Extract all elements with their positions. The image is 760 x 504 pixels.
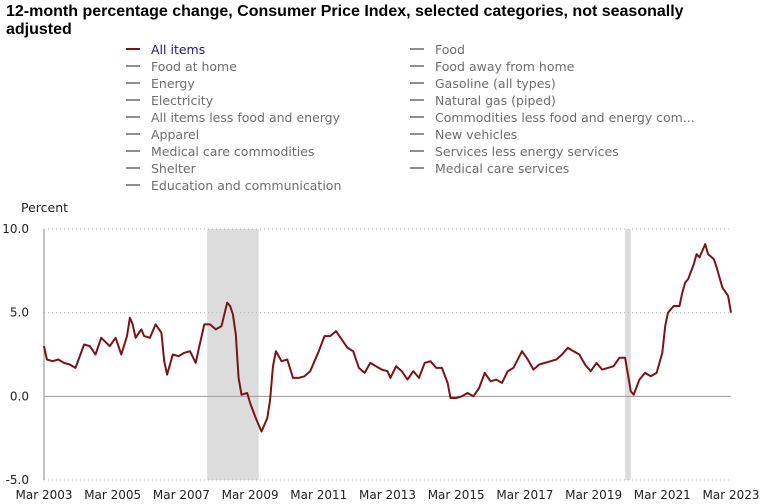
x-tick-label: Mar 2007 — [153, 488, 210, 502]
legend-swatch — [126, 133, 140, 135]
legend-item-new-vehicles[interactable]: New vehicles — [410, 126, 517, 142]
legend-item-apparel[interactable]: Apparel — [126, 126, 199, 142]
legend-label: All items — [151, 41, 206, 57]
legend-label: Energy — [151, 75, 195, 91]
x-tick-label: Mar 2019 — [565, 488, 622, 502]
legend-swatch — [410, 116, 424, 118]
legend-label: Services less energy services — [435, 143, 619, 159]
legend-swatch — [410, 82, 424, 84]
legend-item-natural-gas[interactable]: Natural gas (piped) — [410, 92, 556, 108]
legend-swatch — [126, 184, 140, 186]
recession-shade — [207, 229, 259, 480]
y-tick-label: 5.0 — [10, 306, 29, 320]
legend-label: Education and communication — [151, 177, 342, 193]
legend-item-food-at-home[interactable]: Food at home — [126, 58, 237, 74]
x-tick-label: Mar 2013 — [359, 488, 416, 502]
legend-label: Electricity — [151, 92, 214, 108]
legend-label: Shelter — [151, 160, 196, 176]
y-tick-label: 10.0 — [2, 222, 29, 236]
legend-label: Medical care services — [435, 160, 570, 176]
y-axis-label: Percent — [21, 200, 69, 215]
legend-label: New vehicles — [435, 126, 518, 142]
x-tick-label: Mar 2021 — [634, 488, 691, 502]
legend-item-food-away[interactable]: Food away from home — [410, 58, 574, 74]
legend-item-education[interactable]: Education and communication — [126, 177, 341, 193]
x-tick-label: Mar 2005 — [84, 488, 141, 502]
legend-swatch — [126, 116, 140, 118]
legend-item-energy[interactable]: Energy — [126, 75, 195, 91]
legend-swatch — [126, 167, 140, 169]
legend-item-shelter[interactable]: Shelter — [126, 160, 196, 176]
x-tick-label: Mar 2011 — [290, 488, 347, 502]
legend-swatch — [410, 167, 424, 169]
x-tick-label: Mar 2015 — [428, 488, 485, 502]
y-tick-label: 0.0 — [10, 389, 29, 403]
legend-label: Apparel — [151, 126, 200, 142]
legend-item-medical-commodities[interactable]: Medical care commodities — [126, 143, 314, 159]
legend-swatch — [126, 150, 140, 152]
legend-label: Food at home — [151, 58, 237, 74]
legend-label: Gasoline (all types) — [435, 75, 556, 91]
legend-item-core[interactable]: All items less food and energy — [126, 109, 340, 125]
legend-item-medical-services[interactable]: Medical care services — [410, 160, 569, 176]
x-tick-label: Mar 2017 — [496, 488, 553, 502]
chart-title: 12-month percentage change, Consumer Pri… — [6, 3, 684, 38]
legend-item-services[interactable]: Services less energy services — [410, 143, 619, 159]
legend-item-all-items[interactable]: All items — [126, 41, 205, 57]
recession-shade — [625, 229, 631, 480]
legend-label: All items less food and energy — [151, 109, 341, 125]
x-tick-label: Mar 2009 — [222, 488, 279, 502]
legend-swatch — [126, 65, 140, 67]
legend-swatch — [126, 99, 140, 101]
x-tick-label: Mar 2023 — [703, 488, 760, 502]
legend-label: Food — [435, 41, 465, 57]
legend-item-electricity[interactable]: Electricity — [126, 92, 213, 108]
legend-swatch — [126, 82, 140, 84]
legend-item-gasoline[interactable]: Gasoline (all types) — [410, 75, 556, 91]
legend-swatch — [410, 99, 424, 101]
legend-swatch — [410, 48, 424, 50]
x-tick-label: Mar 2003 — [16, 488, 73, 502]
legend-label: Commodities less food and energy com... — [435, 109, 695, 125]
legend-label: Food away from home — [435, 58, 575, 74]
legend-swatch — [410, 150, 424, 152]
legend-swatch — [410, 133, 424, 135]
legend-swatch — [410, 65, 424, 67]
series-line-all-items[interactable] — [43, 243, 732, 433]
legend-label: Natural gas (piped) — [435, 92, 556, 108]
legend-swatch — [126, 48, 140, 50]
legend-item-core-commodities[interactable]: Commodities less food and energy com... — [410, 109, 695, 125]
y-tick-label: -5.0 — [6, 473, 29, 487]
legend-label: Medical care commodities — [151, 143, 315, 159]
legend-item-food[interactable]: Food — [410, 41, 465, 57]
